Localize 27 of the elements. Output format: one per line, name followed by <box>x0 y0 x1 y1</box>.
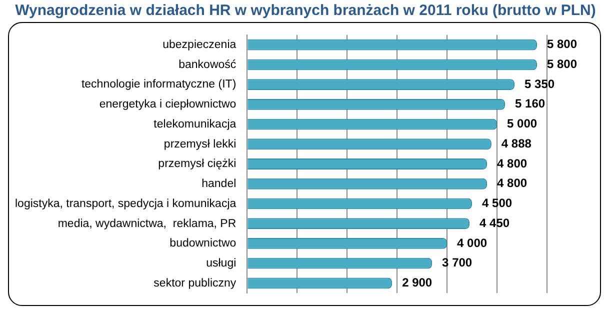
y-tick-label: sektor publiczny <box>154 277 236 290</box>
data-label: 4 888 <box>501 136 532 150</box>
y-tick-label: budownictwo <box>170 238 236 250</box>
y-tick-label: technologie informatyczne (IT) <box>81 78 236 91</box>
y-tick-label: przemysł ciężki <box>158 158 236 170</box>
y-tick-label: handel <box>202 178 236 190</box>
data-label: 4 500 <box>482 196 512 210</box>
y-tick-label: logistyka, transport, spedycja i komunikacja <box>15 198 237 210</box>
data-label: 5 800 <box>547 37 578 52</box>
y-tick-label: usługi <box>206 257 236 270</box>
data-label: 4 800 <box>497 156 528 170</box>
chart-title: Wynagrodzenia w działach HR w wybranych branżach w 2011 roku (brutto w PLN) <box>14 2 597 19</box>
y-tick-label: energetyka i ciepłownictwo <box>99 98 236 111</box>
y-tick-label: telekomunikacja <box>154 118 237 130</box>
y-tick-label: media, wydawnictwa, reklama, PR <box>58 218 236 230</box>
y-tick-label: przemysł lekki <box>164 138 236 150</box>
y-tick-label: bankowość <box>178 58 236 71</box>
data-label: 5 160 <box>515 96 546 111</box>
data-label: 5 350 <box>524 76 555 91</box>
data-label: 2 900 <box>402 275 432 290</box>
data-label: 3 700 <box>442 256 472 270</box>
data-label: 5 800 <box>547 57 578 72</box>
data-label: 4 000 <box>457 236 488 250</box>
data-label: 4 450 <box>480 216 510 230</box>
data-label: 5 000 <box>507 116 538 131</box>
data-label: 4 800 <box>497 176 528 190</box>
y-tick-label: ubezpieczenia <box>162 39 237 52</box>
